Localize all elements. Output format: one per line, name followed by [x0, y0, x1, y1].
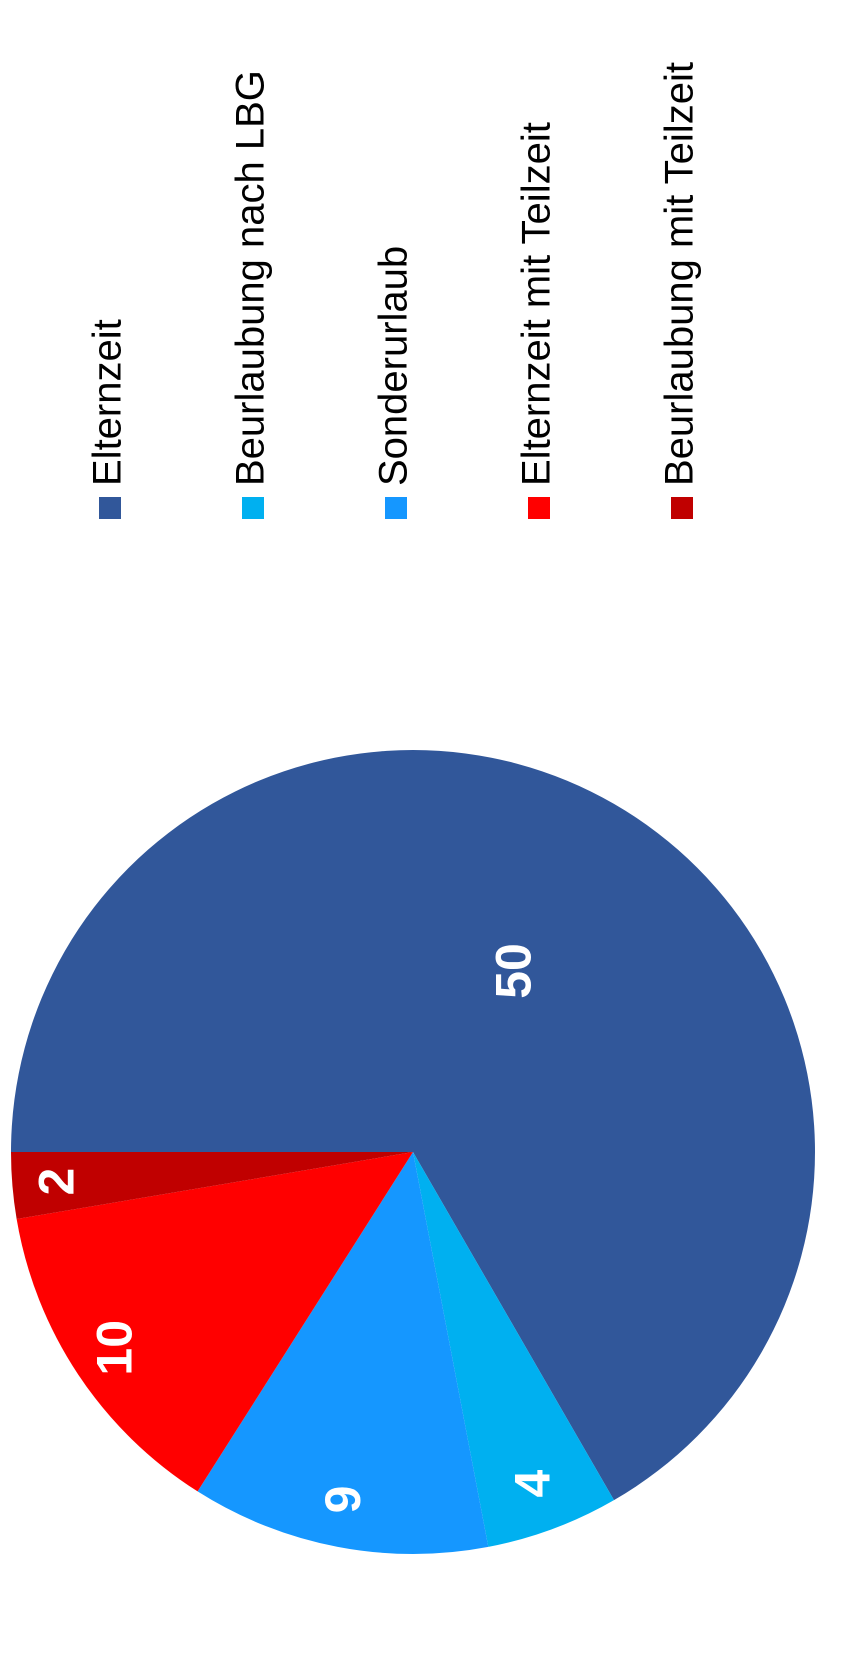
pie-slice: [11, 750, 815, 1501]
chart-body: 50 4 9 10 2 Elternzeit Beurlaubung nach LBG Son…: [11, 62, 815, 1554]
legend-swatch: [242, 497, 264, 519]
data-label: 10: [87, 1320, 143, 1376]
data-label: 4: [505, 1469, 561, 1497]
data-label: 50: [486, 943, 542, 999]
legend-label: Sonderurlaub: [372, 246, 416, 486]
legend-label: Beurlaubung nach LBG: [229, 70, 273, 486]
data-label: 9: [315, 1486, 371, 1514]
legend-label: Elternzeit mit Teilzeit: [515, 122, 559, 486]
pie-slice: [197, 1152, 489, 1554]
legend-label: Beurlaubung mit Teilzeit: [658, 62, 702, 486]
pie-slice: [413, 1152, 614, 1547]
legend-swatch: [99, 497, 121, 519]
legend-swatch: [385, 497, 407, 519]
legend-label: Elternzeit: [86, 319, 130, 486]
data-label: 2: [29, 1168, 85, 1196]
legend-swatch: [528, 497, 550, 519]
pie-slice: [16, 1152, 413, 1492]
legend-swatch: [671, 497, 693, 519]
pie-slice: [11, 1152, 413, 1220]
